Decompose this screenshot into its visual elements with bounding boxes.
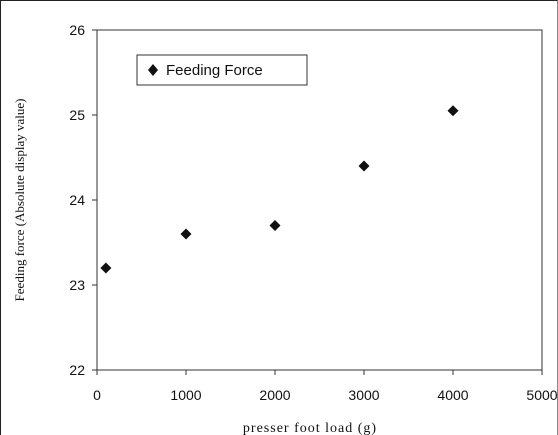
legend-box [136, 54, 308, 86]
y-tick-label: 25 [69, 107, 85, 123]
data-point [180, 228, 192, 240]
y-tick-label: 24 [69, 192, 85, 208]
data-point [447, 105, 459, 117]
x-tick-label: 4000 [437, 387, 468, 403]
x-tick-label: 5000 [526, 387, 557, 403]
y-axis-title: Feeding force (Absolute display value) [12, 99, 27, 302]
y-tick-label: 23 [69, 277, 85, 293]
y-tick-label: 26 [69, 22, 85, 38]
data-point [100, 262, 112, 274]
y-tick-label: 22 [69, 362, 85, 378]
x-tick-label: 0 [93, 387, 101, 403]
data-point [358, 160, 370, 172]
data-points [100, 105, 459, 274]
x-tick-label: 1000 [170, 387, 201, 403]
legend-diamond-marker [148, 64, 158, 76]
legend: Feeding Force [136, 54, 308, 86]
data-point [269, 220, 281, 231]
y-axis: 22 23 24 25 26 [69, 22, 97, 378]
x-axis-title: presser foot load (g) [243, 421, 377, 435]
x-tick-label: 2000 [259, 387, 290, 403]
x-axis: 0 1000 2000 3000 4000 5000 [93, 370, 558, 403]
legend-label: Feeding Force [166, 62, 263, 79]
x-tick-label: 3000 [348, 387, 379, 403]
